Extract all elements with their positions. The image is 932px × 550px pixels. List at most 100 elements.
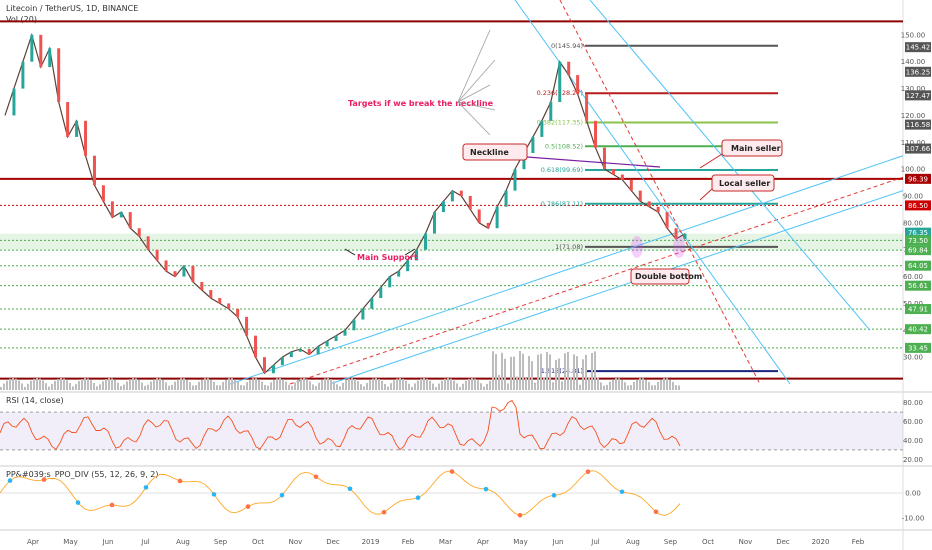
volume-bar bbox=[573, 354, 575, 390]
price-candle bbox=[254, 335, 258, 358]
volume-bar bbox=[492, 351, 494, 390]
volume-bar bbox=[600, 382, 602, 390]
time-axis-label: Dec bbox=[326, 538, 340, 546]
volume-bar bbox=[24, 386, 26, 390]
volume-bar bbox=[630, 385, 632, 390]
volume-bar bbox=[582, 359, 584, 390]
double-bottom-marker bbox=[673, 236, 685, 258]
volume-bar bbox=[636, 379, 638, 390]
price-tick-label: 120.00 bbox=[901, 112, 926, 120]
price-candle bbox=[370, 298, 374, 309]
volume-bar bbox=[279, 378, 281, 390]
price-tag-label: 40.42 bbox=[908, 326, 928, 334]
volume-bar bbox=[648, 382, 650, 390]
ppo-divergence-dot bbox=[347, 486, 353, 492]
price-tag-box bbox=[905, 280, 931, 291]
local-seller-box bbox=[711, 174, 775, 192]
volume-bar bbox=[381, 380, 383, 390]
volume-bar bbox=[621, 379, 623, 390]
volume-bar bbox=[90, 380, 92, 390]
volume-bar bbox=[45, 383, 47, 390]
volume-bar bbox=[537, 354, 539, 390]
volume-bar bbox=[144, 385, 146, 390]
ppo-divergence-dot bbox=[211, 492, 217, 497]
price-candle bbox=[406, 260, 410, 272]
target-arrow bbox=[457, 29, 491, 103]
price-tag-label: 33.45 bbox=[908, 344, 928, 352]
fib-level-label: 1.618(24.81) bbox=[541, 367, 583, 375]
volume-bar bbox=[657, 382, 659, 390]
price-candle bbox=[146, 236, 150, 250]
volume-bar bbox=[84, 378, 86, 390]
price-candle bbox=[459, 190, 463, 196]
volume-bar bbox=[294, 382, 296, 390]
volume-bar bbox=[60, 378, 62, 390]
price-tick-label: 80.00 bbox=[903, 219, 923, 227]
volume-bar bbox=[333, 381, 335, 390]
volume-bar bbox=[450, 378, 452, 390]
volume-bar bbox=[645, 379, 647, 390]
volume-bar bbox=[366, 383, 368, 390]
price-tag-box bbox=[905, 42, 931, 53]
time-axis-label: 2019 bbox=[362, 538, 380, 546]
price-candle bbox=[558, 61, 562, 102]
fib-level-label: 0.5(108.52) bbox=[545, 142, 583, 150]
volume-bar bbox=[459, 386, 461, 390]
volume-bar bbox=[495, 354, 497, 390]
volume-bar bbox=[21, 383, 23, 390]
volume-bar bbox=[33, 378, 35, 390]
volume-bar bbox=[114, 380, 116, 390]
price-candle bbox=[594, 120, 598, 148]
volume-bar bbox=[291, 385, 293, 390]
price-candle bbox=[567, 61, 571, 76]
volume-bar bbox=[609, 381, 611, 390]
descending-midline bbox=[559, 0, 761, 385]
volume-bar bbox=[390, 383, 392, 390]
rsi-line bbox=[0, 399, 681, 451]
volume-bar bbox=[147, 384, 149, 390]
volume-bar bbox=[204, 378, 206, 390]
volume-bar bbox=[111, 378, 113, 390]
volume-bar bbox=[231, 378, 233, 390]
time-axis-label: Sep bbox=[214, 538, 228, 546]
volume-bar bbox=[141, 382, 143, 390]
volume-bar bbox=[315, 386, 317, 390]
price-candle bbox=[343, 330, 347, 336]
volume-bar bbox=[471, 378, 473, 390]
volume-bar bbox=[525, 378, 527, 390]
volume-bar bbox=[261, 381, 263, 390]
volume-bar bbox=[342, 382, 344, 390]
volume-bar bbox=[258, 379, 260, 390]
volume-bar bbox=[324, 378, 326, 390]
volume-bar bbox=[162, 379, 164, 390]
price-tag-box bbox=[905, 245, 931, 256]
volume-bar bbox=[387, 386, 389, 390]
target-arrow bbox=[457, 84, 491, 103]
main-seller-pointer bbox=[699, 153, 723, 169]
time-axis-label: Aug bbox=[176, 538, 190, 546]
volume-bar bbox=[510, 356, 512, 390]
price-candle bbox=[298, 349, 302, 352]
volume-bar bbox=[321, 380, 323, 390]
volume-bar bbox=[63, 378, 65, 390]
price-candle bbox=[549, 102, 553, 121]
volume-bar bbox=[675, 385, 677, 390]
price-candle bbox=[280, 357, 284, 366]
price-tag-box bbox=[905, 143, 931, 154]
price-candle bbox=[289, 351, 293, 358]
price-tag-label: 56.61 bbox=[908, 282, 928, 290]
price-candle bbox=[227, 303, 231, 309]
descending-channel-line bbox=[589, 0, 871, 331]
volume-bar bbox=[102, 381, 104, 390]
price-tag-label: 136.25 bbox=[906, 68, 931, 76]
price-candle bbox=[12, 88, 16, 116]
ppo-divergence-dot bbox=[517, 512, 523, 518]
price-candle bbox=[683, 233, 687, 239]
price-candle bbox=[432, 212, 436, 234]
volume-bar bbox=[624, 382, 626, 390]
price-tick-label: 130.00 bbox=[901, 85, 926, 93]
volume-bar bbox=[309, 381, 311, 390]
volume-bar bbox=[591, 353, 593, 390]
volume-bar bbox=[423, 378, 425, 390]
